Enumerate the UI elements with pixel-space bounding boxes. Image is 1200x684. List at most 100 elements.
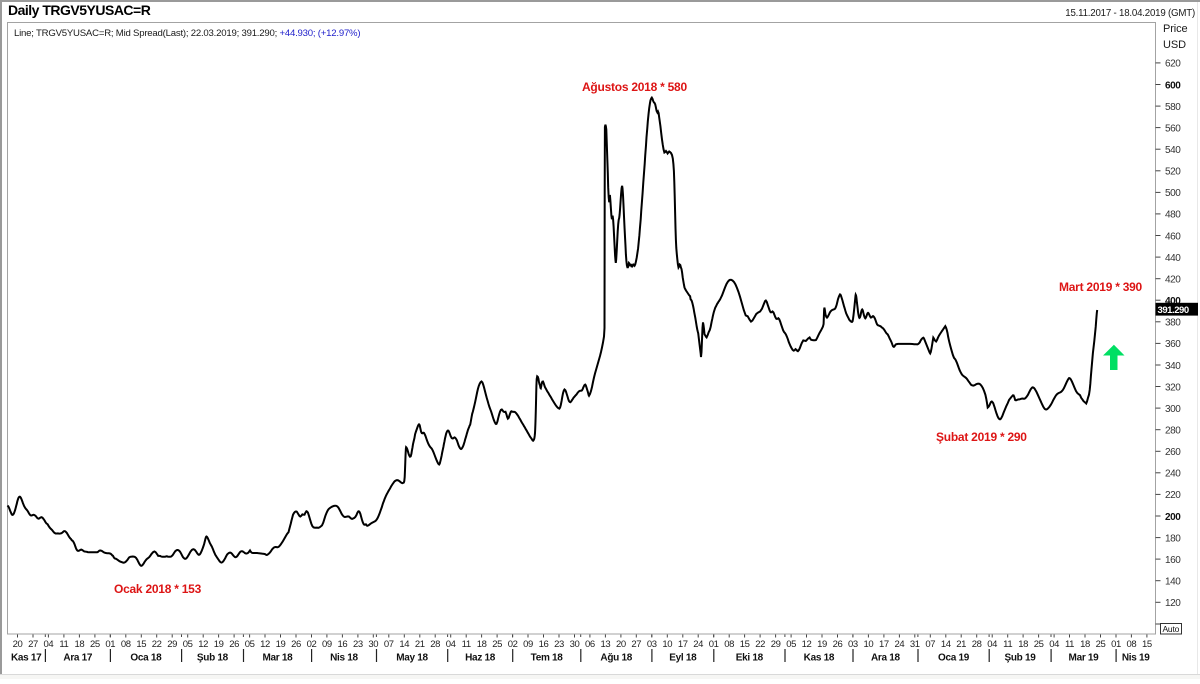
svg-text:21: 21 [415,639,425,650]
svg-text:18: 18 [75,639,85,650]
svg-text:15: 15 [136,639,146,650]
svg-text:Eyl 18: Eyl 18 [669,653,697,664]
svg-text:540: 540 [1165,145,1181,156]
svg-text:23: 23 [353,639,363,650]
svg-text:03: 03 [647,639,657,650]
svg-text:25: 25 [90,639,100,650]
svg-text:391.290: 391.290 [1158,305,1189,316]
svg-text:19: 19 [817,639,827,650]
svg-text:Ara 18: Ara 18 [871,653,901,664]
svg-text:Ara 17: Ara 17 [63,653,93,664]
svg-text:120: 120 [1165,598,1181,609]
svg-text:01: 01 [1111,639,1121,650]
svg-text:10: 10 [864,639,874,650]
svg-text:20: 20 [616,639,626,650]
svg-text:Nis 18: Nis 18 [330,653,358,664]
svg-text:25: 25 [1096,639,1106,650]
svg-text:23: 23 [554,639,564,650]
svg-text:24: 24 [693,639,703,650]
svg-text:Oca 19: Oca 19 [938,653,970,664]
svg-text:31: 31 [910,639,920,650]
svg-text:08: 08 [724,639,734,650]
svg-text:220: 220 [1165,490,1181,501]
svg-text:12: 12 [198,639,208,650]
svg-text:Şubat 2019 * 290: Şubat 2019 * 290 [936,430,1027,444]
svg-text:200: 200 [1165,512,1181,523]
svg-text:27: 27 [631,639,641,650]
svg-text:11: 11 [1003,639,1012,650]
svg-text:07: 07 [384,639,394,650]
svg-text:04: 04 [44,639,54,650]
svg-text:05: 05 [245,639,255,650]
svg-text:Auto: Auto [1162,624,1179,634]
svg-text:30: 30 [368,639,378,650]
svg-text:480: 480 [1165,210,1181,221]
svg-text:12: 12 [802,639,812,650]
svg-text:18: 18 [477,639,487,650]
svg-text:USD: USD [1163,39,1186,51]
svg-text:12: 12 [260,639,270,650]
svg-text:20: 20 [13,639,23,650]
svg-text:15: 15 [740,639,750,650]
svg-text:560: 560 [1165,123,1181,134]
svg-text:05: 05 [786,639,796,650]
svg-text:19: 19 [276,639,286,650]
svg-text:580: 580 [1165,102,1181,113]
svg-text:Tem 18: Tem 18 [531,653,564,664]
svg-text:28: 28 [972,639,982,650]
svg-text:15: 15 [1142,639,1152,650]
svg-text:260: 260 [1165,447,1181,458]
svg-text:13: 13 [601,639,611,650]
svg-text:11: 11 [59,639,68,650]
svg-text:500: 500 [1165,188,1181,199]
svg-text:17: 17 [678,639,688,650]
svg-text:160: 160 [1165,555,1181,566]
svg-text:29: 29 [771,639,781,650]
svg-text:22: 22 [152,639,162,650]
svg-text:06: 06 [585,639,595,650]
svg-text:Ocak 2018 * 153: Ocak 2018 * 153 [114,582,202,596]
svg-text:380: 380 [1165,318,1181,329]
svg-text:360: 360 [1165,339,1181,350]
svg-text:09: 09 [523,639,533,650]
svg-text:03: 03 [848,639,858,650]
svg-text:30: 30 [570,639,580,650]
svg-text:460: 460 [1165,231,1181,242]
svg-text:02: 02 [508,639,518,650]
svg-text:25: 25 [1034,639,1044,650]
svg-text:08: 08 [1127,639,1137,650]
svg-text:26: 26 [833,639,843,650]
svg-text:340: 340 [1165,361,1181,372]
svg-text:Mar 18: Mar 18 [262,653,293,664]
svg-text:18: 18 [1080,639,1090,650]
svg-text:140: 140 [1165,577,1181,588]
svg-text:16: 16 [338,639,348,650]
svg-text:28: 28 [430,639,440,650]
svg-text:Line; TRGV5YUSAC=R; Mid Spread: Line; TRGV5YUSAC=R; Mid Spread(Last); 22… [14,28,360,39]
svg-text:09: 09 [322,639,332,650]
svg-text:May 18: May 18 [396,653,428,664]
svg-text:Mart 2019 * 390: Mart 2019 * 390 [1059,280,1143,294]
svg-text:420: 420 [1165,275,1181,286]
svg-text:Price: Price [1163,23,1188,35]
svg-text:05: 05 [183,639,193,650]
svg-text:11: 11 [1065,639,1074,650]
svg-text:07: 07 [925,639,935,650]
svg-text:Kas 17: Kas 17 [11,653,42,664]
svg-text:Ağu 18: Ağu 18 [600,653,632,664]
svg-text:01: 01 [709,639,719,650]
svg-text:Daily TRGV5YUSAC=R: Daily TRGV5YUSAC=R [8,2,151,18]
svg-text:Haz 18: Haz 18 [465,653,496,664]
svg-text:14: 14 [941,639,951,650]
svg-text:400: 400 [1165,296,1181,307]
svg-text:Kas 18: Kas 18 [804,653,835,664]
svg-text:Nis 19: Nis 19 [1122,653,1150,664]
svg-text:04: 04 [1049,639,1059,650]
svg-text:08: 08 [121,639,131,650]
svg-text:Eki 18: Eki 18 [736,653,764,664]
svg-text:02: 02 [307,639,317,650]
svg-text:320: 320 [1165,382,1181,393]
svg-text:17: 17 [879,639,889,650]
svg-text:26: 26 [291,639,301,650]
svg-text:Şub 18: Şub 18 [197,653,229,664]
